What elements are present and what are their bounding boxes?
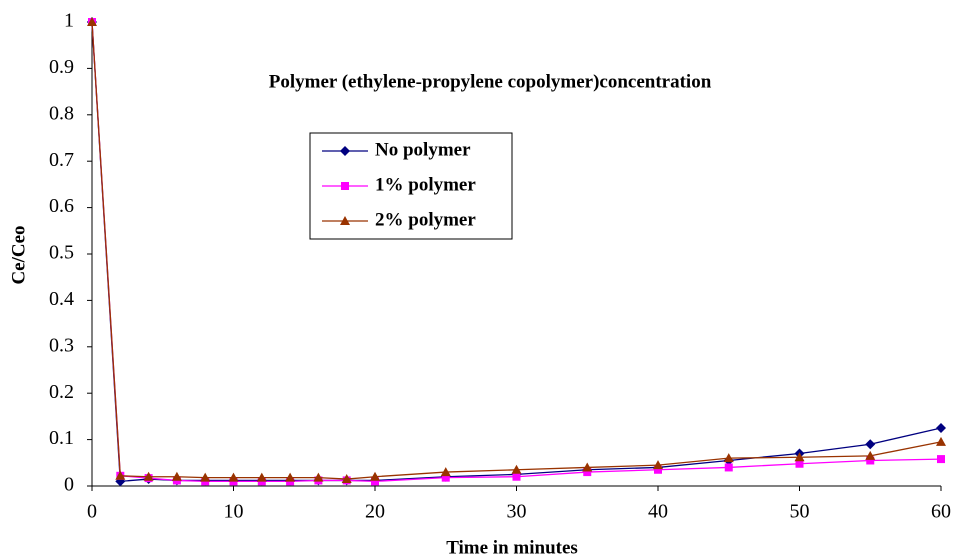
legend-marker [341, 182, 349, 190]
marker [256, 472, 267, 482]
y-tick-label: 0.5 [49, 242, 74, 264]
legend-marker [340, 146, 350, 156]
marker [865, 450, 876, 460]
marker [937, 455, 945, 464]
marker [371, 477, 379, 486]
marker [723, 453, 734, 463]
y-axis-label: Ce/Ceo [8, 225, 29, 284]
marker [200, 472, 211, 482]
marker [370, 471, 380, 481]
x-tick-label: 30 [507, 501, 527, 523]
marker [583, 468, 592, 477]
y-tick-label: 0.9 [49, 56, 74, 78]
legend-label: No polymer [375, 139, 471, 160]
y-tick-label: 1 [64, 10, 74, 32]
x-tick-label: 10 [224, 501, 244, 523]
y-tick-label: 0.2 [49, 381, 74, 403]
marker [115, 470, 126, 480]
marker [143, 471, 154, 481]
y-tick-label: 0.8 [49, 102, 74, 124]
marker [87, 17, 97, 26]
y-tick-label: 0.6 [49, 195, 74, 217]
x-tick-label: 0 [87, 501, 97, 523]
y-tick-label: 0.7 [49, 149, 74, 171]
x-tick-label: 50 [790, 501, 810, 523]
marker [654, 465, 662, 474]
marker [936, 436, 946, 446]
chart-title: Polymer (ethylene-propylene copolymer)co… [269, 71, 712, 92]
marker [865, 439, 876, 450]
marker [936, 423, 946, 433]
marker [171, 471, 182, 481]
marker [794, 452, 805, 462]
marker [511, 464, 522, 474]
legend-label: 2% polymer [375, 209, 476, 230]
x-axis-label: Time in minutes [446, 537, 578, 558]
legend-marker [340, 216, 350, 225]
y-tick-label: 0.1 [49, 427, 74, 449]
marker [653, 460, 663, 470]
marker [512, 472, 521, 481]
marker [866, 456, 875, 465]
marker [341, 474, 352, 484]
y-tick-label: 0.4 [49, 288, 74, 310]
y-tick-label: 0 [64, 474, 74, 496]
y-tick-label: 0.3 [49, 334, 74, 356]
marker [313, 472, 324, 482]
x-tick-label: 20 [365, 501, 385, 523]
legend-label: 1% polymer [375, 174, 476, 195]
marker [582, 462, 593, 472]
marker [440, 467, 451, 477]
marker [795, 459, 804, 468]
marker [285, 472, 296, 482]
x-tick-label: 60 [931, 501, 951, 523]
marker [724, 463, 733, 472]
x-tick-label: 40 [648, 501, 668, 523]
marker [228, 472, 239, 482]
marker [441, 473, 450, 482]
